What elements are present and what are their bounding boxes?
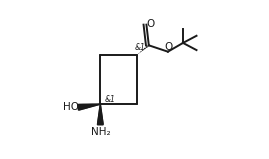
Polygon shape xyxy=(98,121,103,122)
Polygon shape xyxy=(78,104,80,110)
Polygon shape xyxy=(89,104,90,107)
Polygon shape xyxy=(98,104,99,105)
Text: O: O xyxy=(165,42,173,52)
Polygon shape xyxy=(88,104,89,107)
Text: &1: &1 xyxy=(134,43,145,52)
Polygon shape xyxy=(99,111,101,112)
Polygon shape xyxy=(100,107,101,108)
Polygon shape xyxy=(95,104,96,106)
Polygon shape xyxy=(97,104,98,105)
Polygon shape xyxy=(92,104,94,106)
Polygon shape xyxy=(79,104,81,110)
Polygon shape xyxy=(90,104,91,107)
Polygon shape xyxy=(94,104,95,106)
Polygon shape xyxy=(99,114,102,115)
Text: NH₂: NH₂ xyxy=(90,127,110,137)
Polygon shape xyxy=(100,108,101,109)
Polygon shape xyxy=(99,115,102,117)
Polygon shape xyxy=(98,118,102,119)
Polygon shape xyxy=(82,104,84,109)
Polygon shape xyxy=(100,105,101,106)
Polygon shape xyxy=(98,117,102,118)
Text: O: O xyxy=(146,19,154,29)
Text: &1: &1 xyxy=(105,95,116,104)
Polygon shape xyxy=(96,104,97,105)
Text: HO: HO xyxy=(63,102,79,111)
Polygon shape xyxy=(98,120,102,121)
Polygon shape xyxy=(98,123,103,124)
Polygon shape xyxy=(99,112,102,114)
Polygon shape xyxy=(87,104,88,108)
Polygon shape xyxy=(80,104,82,110)
Polygon shape xyxy=(83,104,85,109)
Polygon shape xyxy=(97,124,103,125)
Polygon shape xyxy=(84,104,86,108)
Polygon shape xyxy=(100,109,101,110)
Polygon shape xyxy=(100,106,101,107)
Polygon shape xyxy=(86,104,87,108)
Polygon shape xyxy=(81,104,83,109)
Polygon shape xyxy=(98,119,102,120)
Polygon shape xyxy=(91,104,93,107)
Polygon shape xyxy=(98,122,103,123)
Polygon shape xyxy=(99,110,101,111)
